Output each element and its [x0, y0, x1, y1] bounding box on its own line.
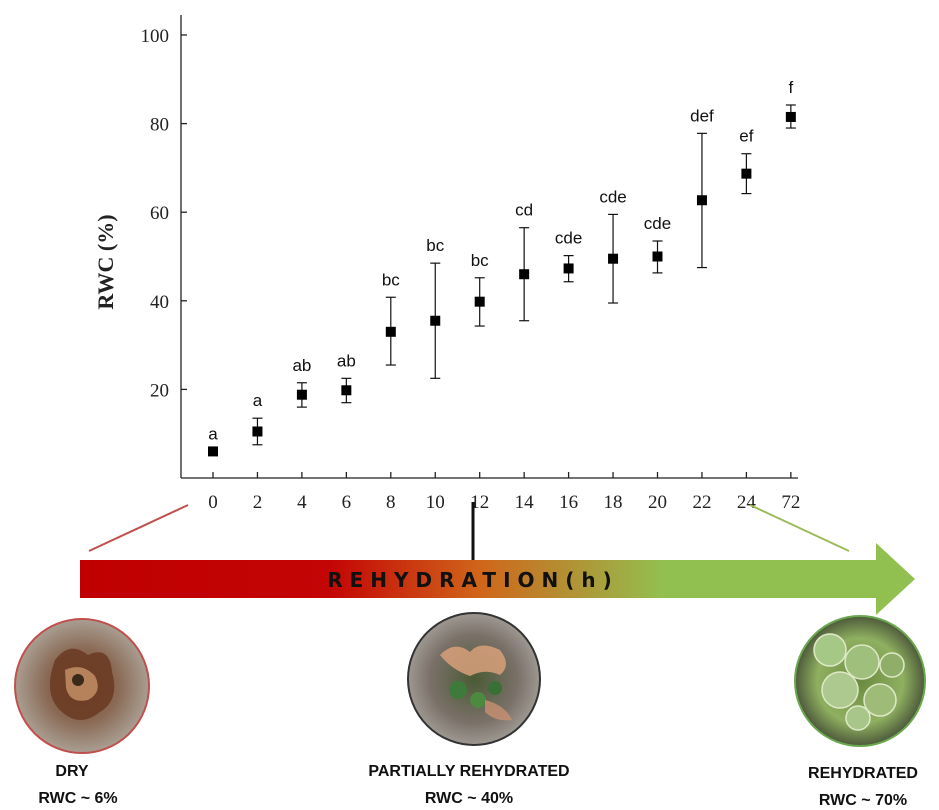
x-tick-label: 4 [297, 492, 307, 513]
x-tick-label: 18 [604, 492, 623, 513]
x-tick-label: 6 [342, 492, 352, 513]
rehydrated-rwc: RWC ~ 70% [819, 792, 907, 809]
x-tick-label: 22 [692, 492, 711, 513]
x-tick-label: 24 [737, 492, 757, 513]
y-axis-label: RWC (%) [93, 214, 118, 309]
data-point [208, 446, 218, 457]
y-tick-label: 60 [150, 203, 169, 224]
y-tick-label: 100 [141, 26, 170, 47]
rehydration-arrow: REHYDRATION(h) [80, 502, 915, 615]
y-tick-label: 20 [150, 380, 169, 401]
significance-letter: bc [426, 236, 444, 255]
data-point [474, 296, 485, 307]
x-tick-label: 2 [253, 492, 263, 513]
data-points [208, 111, 796, 457]
data-point [385, 326, 396, 337]
y-tick-label: 40 [150, 292, 169, 313]
x-ticks: 0 2 4 6 8 10 12 14 16 18 20 22 24 72 [208, 472, 800, 513]
x-tick-label: 0 [208, 492, 218, 513]
rehydration-label: REHYDRATION(h) [327, 568, 619, 592]
data-point [608, 253, 619, 264]
dry-plant-photo [14, 618, 150, 754]
rehydrated-title: REHYDRATED [808, 765, 918, 782]
x-tick-label: 12 [470, 492, 489, 513]
significance-letter: a [208, 424, 218, 443]
partially-rehydrated-plant-photo [407, 612, 541, 746]
data-point [696, 195, 707, 206]
significance-letter: cd [515, 201, 533, 220]
significance-letter: ef [739, 127, 753, 146]
x-tick-label: 10 [426, 492, 445, 513]
significance-letter: bc [471, 251, 489, 270]
dry-connector-line [88, 504, 189, 552]
data-point [785, 111, 796, 122]
y-tick-label: 80 [150, 115, 169, 136]
significance-letter: cde [644, 214, 671, 233]
data-point [252, 426, 263, 437]
x-tick-label: 14 [515, 492, 535, 513]
significance-letter: a [253, 391, 263, 410]
significance-letter: cde [555, 229, 582, 248]
partially-rehydrated-title: PARTIALLY REHYDRATED [368, 763, 569, 780]
data-point [563, 263, 574, 274]
significance-letter: f [788, 78, 793, 97]
y-ticks: 20 40 60 80 100 [141, 26, 187, 401]
significance-letter: cde [599, 187, 626, 206]
x-tick-label: 72 [781, 492, 800, 513]
partially-rehydrated-rwc: RWC ~ 40% [425, 790, 513, 807]
significance-letter: bc [382, 270, 400, 289]
x-tick-label: 16 [559, 492, 578, 513]
data-point [296, 389, 307, 400]
dry-rwc: RWC ~ 6% [38, 790, 117, 807]
data-point [430, 315, 441, 326]
rehydrated-plant-photo [794, 615, 926, 747]
x-tick-label: 20 [648, 492, 667, 513]
dry-title: DRY [55, 763, 89, 780]
data-point [741, 168, 752, 179]
significance-letter: ab [292, 356, 311, 375]
data-point [519, 269, 530, 280]
data-point [341, 385, 352, 396]
rehydrated-connector-line [749, 504, 850, 552]
x-tick-label: 8 [386, 492, 396, 513]
data-point [652, 251, 663, 262]
significance-letter: def [690, 106, 714, 125]
significance-letter: ab [337, 351, 356, 370]
